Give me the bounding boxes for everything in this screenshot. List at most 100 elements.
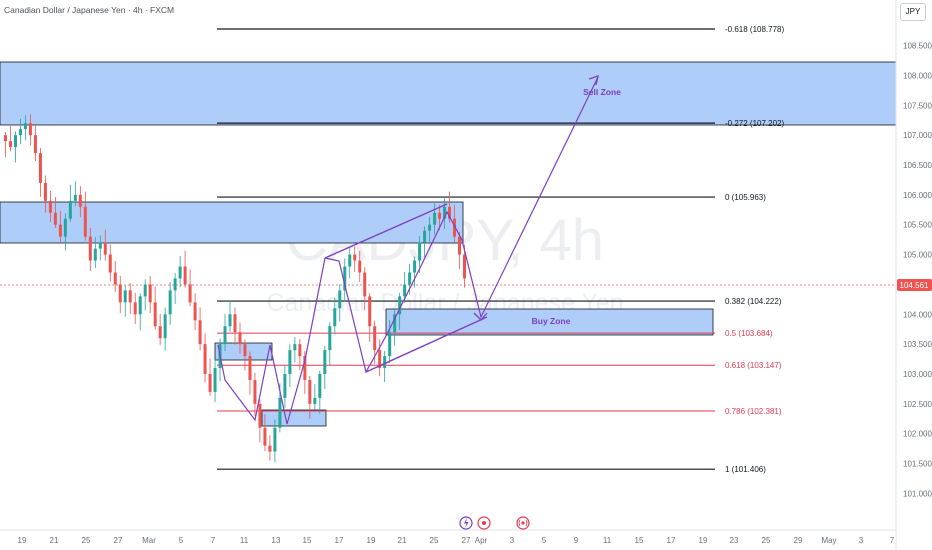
wedge-lower-line[interactable] xyxy=(365,316,488,373)
time-tick-label: 25 xyxy=(430,536,439,545)
resistance-box[interactable] xyxy=(0,201,464,244)
time-tick-label: Mar xyxy=(142,536,156,545)
candle-body xyxy=(228,314,232,327)
candle-body xyxy=(63,218,67,237)
time-tick-label: 13 xyxy=(272,536,281,545)
time-tick-label: 17 xyxy=(667,536,676,545)
bull-candle xyxy=(168,281,172,325)
candle-body xyxy=(313,397,317,404)
bear-candle xyxy=(48,190,52,222)
candle-body xyxy=(388,332,392,357)
broadcast-icon[interactable] xyxy=(516,516,530,530)
bear-candle xyxy=(193,293,197,331)
bull-candle xyxy=(423,226,427,258)
candle-body xyxy=(238,332,242,345)
candle-body xyxy=(363,272,367,297)
time-tick-label: 25 xyxy=(762,536,771,545)
candle-body xyxy=(78,194,82,207)
bull-candle xyxy=(288,344,292,388)
candle-body xyxy=(113,272,117,285)
bull-candle xyxy=(433,203,437,235)
candle-body xyxy=(163,314,167,339)
fib-level-label: 0.618 (103.147) xyxy=(725,361,782,370)
support-box-lower[interactable] xyxy=(261,409,327,427)
candle-body xyxy=(323,350,327,375)
wedge-upper-line[interactable] xyxy=(324,203,448,259)
candle-body xyxy=(278,397,282,428)
currency-button[interactable]: JPY xyxy=(900,3,926,21)
price-tick-label: 108.000 xyxy=(903,71,932,80)
candle-body xyxy=(353,254,357,261)
candle-body xyxy=(383,356,387,369)
wave-path[interactable] xyxy=(217,257,326,425)
time-tick-label: 27 xyxy=(462,536,471,545)
current-price-tag-text: 104.561 xyxy=(900,281,929,290)
bear-candle xyxy=(263,414,267,452)
time-tick-label: 29 xyxy=(794,536,803,545)
bull-candle xyxy=(333,297,337,335)
bull-candle xyxy=(13,131,17,163)
candle-body xyxy=(188,284,192,303)
time-tick-label: 25 xyxy=(82,536,91,545)
candle-body xyxy=(108,254,112,273)
fibonacci-retracement[interactable]: -0.618 (108.778) -0.272 (107.202) 0 (105.9… xyxy=(217,25,784,474)
candle-body xyxy=(263,427,267,446)
candle-body xyxy=(463,254,467,279)
candle-body xyxy=(293,344,297,351)
lightning-icon[interactable] xyxy=(459,516,473,530)
bull-candle xyxy=(348,247,352,279)
price-tick-label: 101.500 xyxy=(903,460,932,469)
time-axis[interactable]: 19 21 25 27 Mar 5 7 11 13 15 17 19 21 25 27 Apr 3 5 9 11 15 1… xyxy=(0,529,896,545)
bull-candle xyxy=(68,184,72,222)
fib-level-label: 0 (105.963) xyxy=(725,193,766,202)
candles-layer xyxy=(3,114,467,463)
sell-zone-label: Sell Zone xyxy=(583,87,621,97)
price-tick-label: 107.000 xyxy=(903,131,932,140)
bull-candle xyxy=(63,213,67,251)
projection-path[interactable] xyxy=(324,76,599,374)
candle-body xyxy=(213,368,217,392)
bull-candle xyxy=(383,351,387,383)
bull-candle xyxy=(98,235,102,261)
time-tick-label: 7 xyxy=(211,536,216,545)
bear-candle xyxy=(188,269,192,307)
bear-candle xyxy=(268,435,272,461)
drawings-layer[interactable]: Sell Zone Buy Zone xyxy=(217,75,621,425)
sell-zone-box[interactable] xyxy=(0,61,897,126)
price-tick-label: 105.500 xyxy=(903,221,932,230)
bear-candle xyxy=(113,260,117,292)
target-icon[interactable] xyxy=(477,516,491,530)
symbol-title: Canadian Dollar / Japanese Yen · 4h · FX… xyxy=(4,5,174,15)
candle-body xyxy=(3,135,7,142)
price-tick-label: 104.000 xyxy=(903,310,932,319)
bull-candle xyxy=(418,236,422,274)
bull-candle xyxy=(143,279,147,311)
bull-candle xyxy=(173,272,177,304)
price-axis[interactable]: 108.500 108.000 107.500 107.000 106.500 106.0… xyxy=(895,0,932,550)
time-tick-label: 5 xyxy=(179,536,184,545)
candle-body xyxy=(208,374,212,392)
buy-zone-box[interactable] xyxy=(385,308,714,336)
candle-body xyxy=(413,260,417,273)
candle-body xyxy=(343,266,347,291)
candle-body xyxy=(433,212,437,225)
bear-candle xyxy=(133,292,137,324)
candle-body xyxy=(93,248,97,261)
price-tick-label: 106.000 xyxy=(903,191,932,200)
bear-candle xyxy=(28,114,32,146)
bear-candle xyxy=(358,250,362,282)
candle-body xyxy=(333,308,337,327)
event-icons[interactable] xyxy=(459,516,530,530)
time-tick-label: 19 xyxy=(367,536,376,545)
bull-candle xyxy=(228,300,232,332)
bear-candle xyxy=(203,333,207,383)
candle-body xyxy=(198,320,202,345)
time-tick-label: 19 xyxy=(699,536,708,545)
candle-body xyxy=(368,296,372,327)
bear-candle xyxy=(88,227,92,271)
time-tick-label: 23 xyxy=(730,536,739,545)
bear-candle xyxy=(38,147,42,197)
candle-body xyxy=(118,284,122,303)
